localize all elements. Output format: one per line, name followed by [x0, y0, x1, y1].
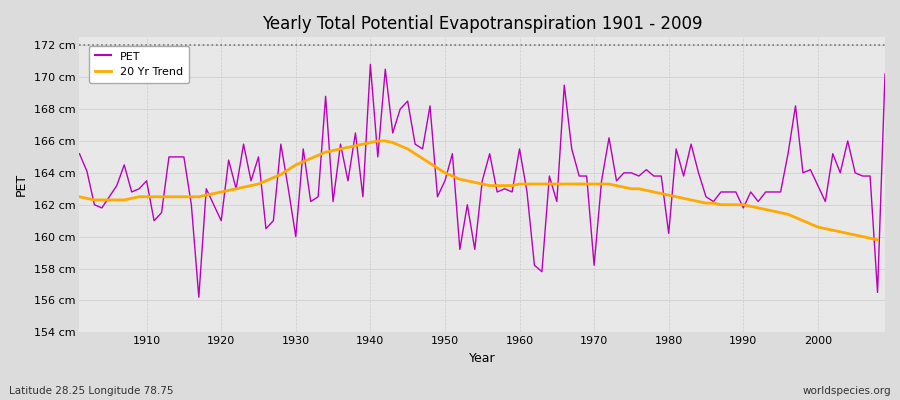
- Text: worldspecies.org: worldspecies.org: [803, 386, 891, 396]
- Y-axis label: PET: PET: [15, 173, 28, 196]
- Legend: PET, 20 Yr Trend: PET, 20 Yr Trend: [89, 46, 189, 83]
- X-axis label: Year: Year: [469, 352, 496, 365]
- Title: Yearly Total Potential Evapotranspiration 1901 - 2009: Yearly Total Potential Evapotranspiratio…: [262, 15, 703, 33]
- Text: Latitude 28.25 Longitude 78.75: Latitude 28.25 Longitude 78.75: [9, 386, 174, 396]
